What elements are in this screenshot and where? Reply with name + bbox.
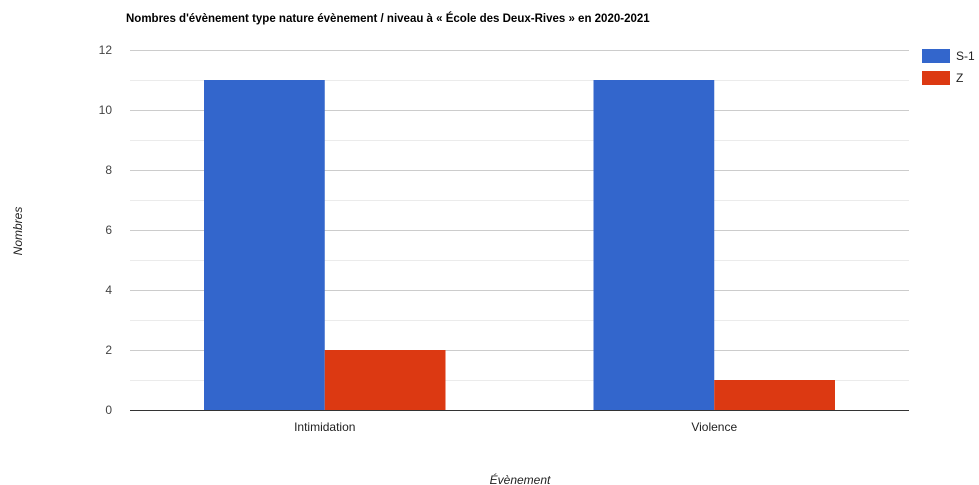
y-tick-label: 12 [99,43,113,57]
y-tick-label: 8 [105,163,112,177]
bar-s-1-intimidation [204,80,325,410]
x-category-label: Intimidation [294,420,355,434]
chart-title: Nombres d'évènement type nature évènemen… [126,12,650,25]
legend-label: S-1 [956,49,975,63]
x-axis-categories: Intimidation Violence [294,420,737,434]
y-tick-label: 2 [105,343,112,357]
y-tick-label: 6 [105,223,112,237]
x-category-label: Violence [691,420,737,434]
y-tick-label: 4 [105,283,112,297]
y-tick-label: 0 [105,403,112,417]
legend: S-1 Z [922,49,975,85]
y-axis-label: Nombres [11,207,25,256]
legend-swatch [922,49,950,63]
legend-swatch [922,71,950,85]
legend-label: Z [956,71,963,85]
y-axis-ticks: 0 2 4 6 8 10 12 [99,43,113,417]
bar-z-violence [714,380,835,410]
bars [204,80,835,410]
bar-z-intimidation [324,350,446,410]
y-tick-label: 10 [99,103,113,117]
bar-s-1-violence [593,80,715,410]
x-axis-label: Évènement [490,472,551,485]
